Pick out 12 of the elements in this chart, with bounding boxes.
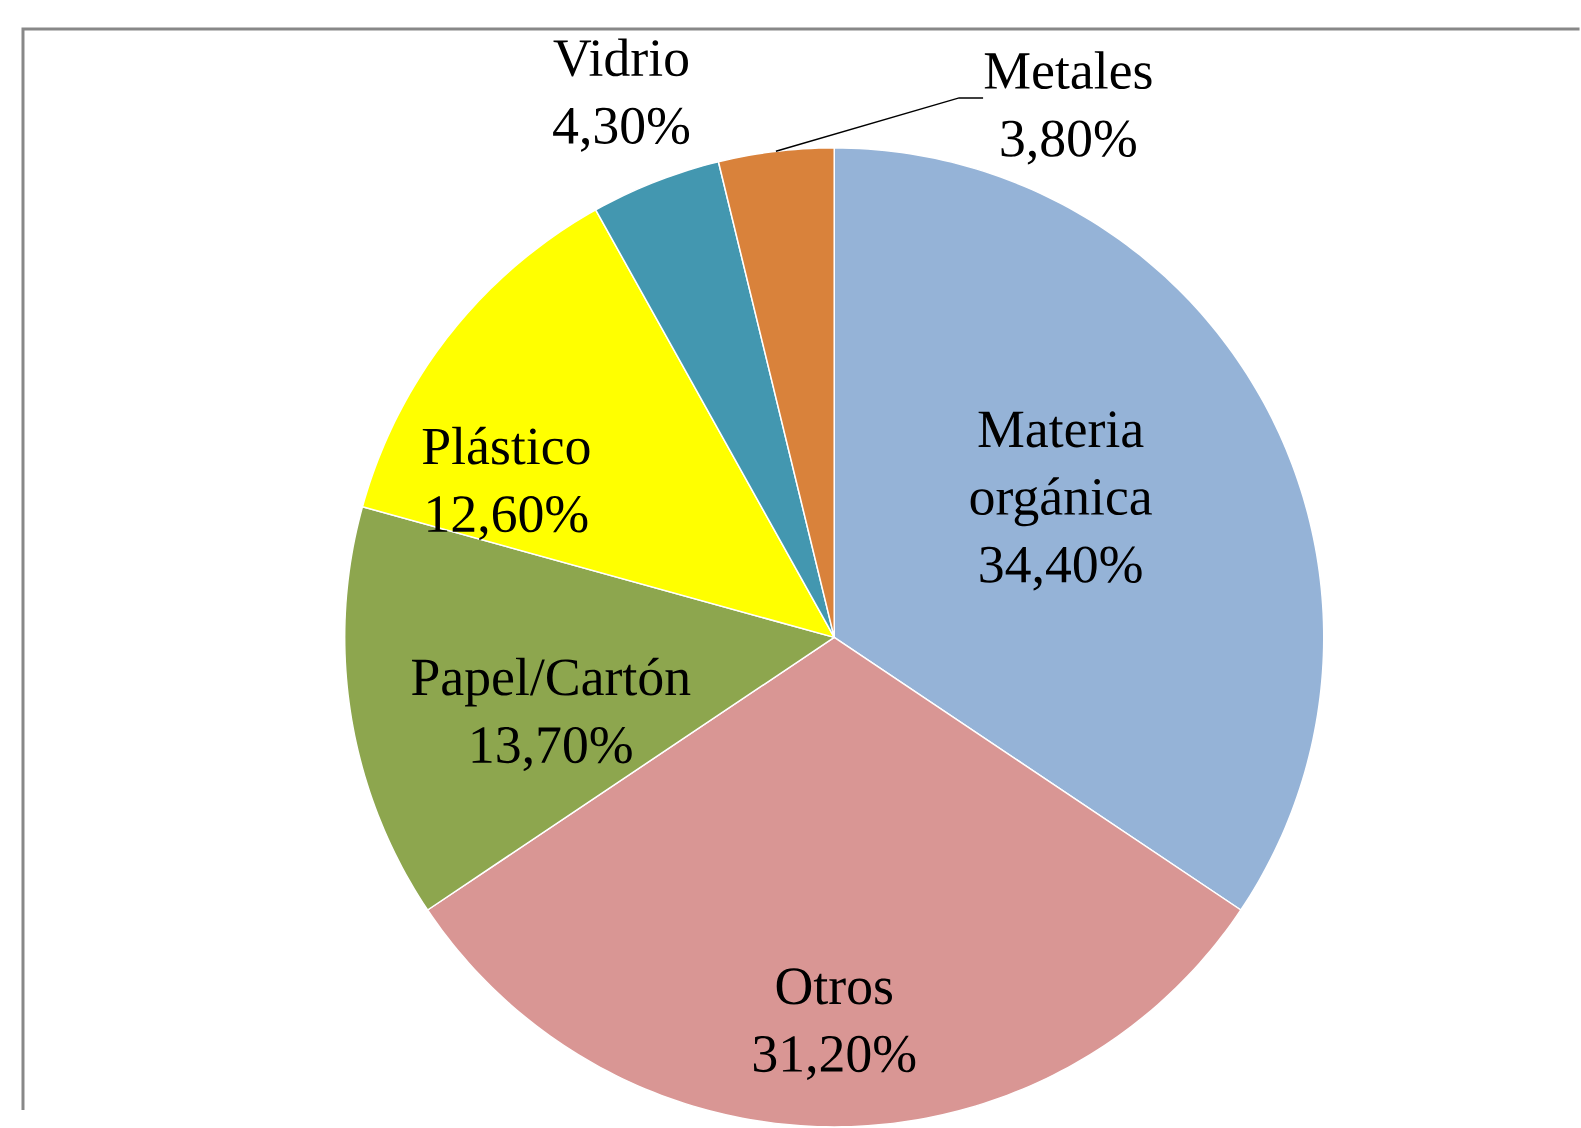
data-label: 34,40% bbox=[980, 546, 1142, 591]
slice-label: Plástico bbox=[422, 426, 590, 465]
data-label: 3,80% bbox=[1001, 120, 1136, 165]
slice-label: Otros bbox=[776, 968, 892, 1005]
slice-label: Materia orgánica bbox=[970, 411, 1152, 527]
data-label: 31,20% bbox=[753, 1036, 916, 1081]
data-label: 13,70% bbox=[472, 727, 632, 772]
slice-label: Vidrio bbox=[553, 38, 688, 77]
data-label: 12,60% bbox=[428, 496, 588, 541]
slice-label: Metales bbox=[984, 51, 1152, 90]
data-label: 4,30% bbox=[553, 107, 690, 152]
slice-label: Papel/Cartón bbox=[411, 657, 691, 707]
